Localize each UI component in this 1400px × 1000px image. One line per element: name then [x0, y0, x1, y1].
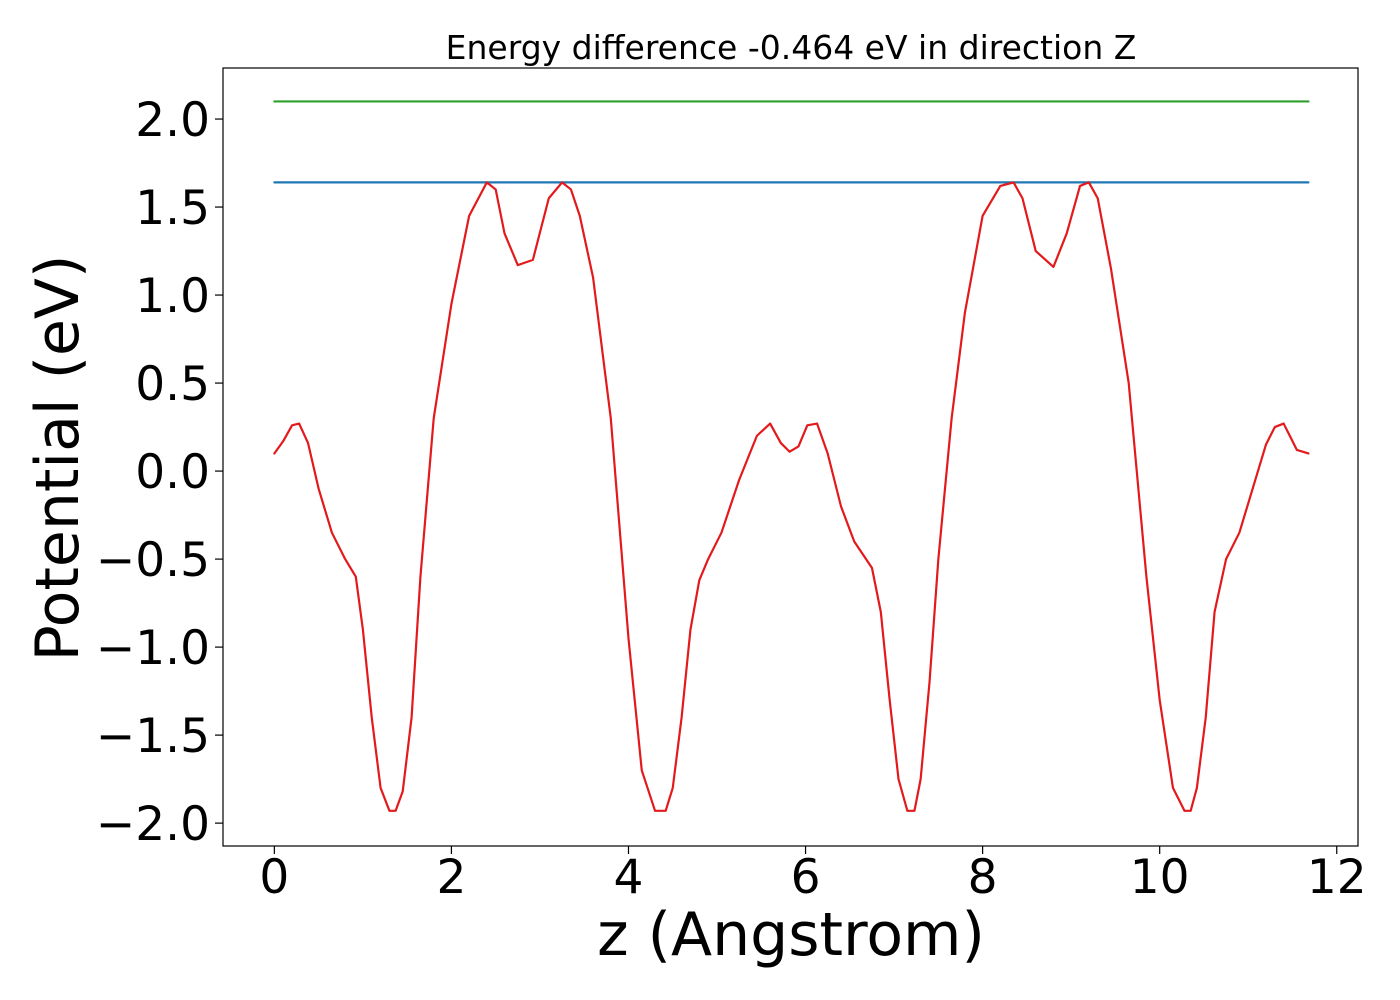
x-axis-label: z (Angstrom): [597, 900, 985, 970]
x-tick-label: 0: [259, 850, 289, 905]
y-tick-label: 2.0: [135, 93, 210, 148]
y-axis-label: Potential (eV): [23, 255, 93, 662]
y-tick-label: 0.5: [135, 357, 210, 412]
y-tick-label: −0.5: [96, 533, 210, 588]
y-tick-label: −2.0: [96, 797, 210, 852]
x-tick-label: 10: [1130, 850, 1190, 905]
y-tick-label: 1.5: [135, 181, 210, 236]
x-axis-ticks: 0 2 4 6 8 10 12: [259, 846, 1367, 905]
y-axis-ticks: −2.0 −1.5 −1.0 −0.5 0.0 0.5 1.0 1.5 2.0: [96, 93, 223, 852]
y-tick-label: −1.5: [96, 709, 210, 764]
x-tick-label: 12: [1307, 850, 1367, 905]
x-tick-label: 6: [791, 850, 821, 905]
plot-area: [222, 67, 1359, 847]
y-tick-label: −1.0: [96, 621, 210, 676]
series-line-3: [273, 181, 1310, 812]
x-tick-label: 8: [968, 850, 998, 905]
series-group: [273, 100, 1310, 812]
chart-title: Energy difference -0.464 eV in direction…: [446, 28, 1137, 67]
x-tick-label: 2: [436, 850, 466, 905]
plot-frame: [222, 67, 1359, 847]
y-tick-label: 0.0: [135, 445, 210, 500]
y-tick-label: 1.0: [135, 269, 210, 324]
x-tick-label: 4: [614, 850, 644, 905]
